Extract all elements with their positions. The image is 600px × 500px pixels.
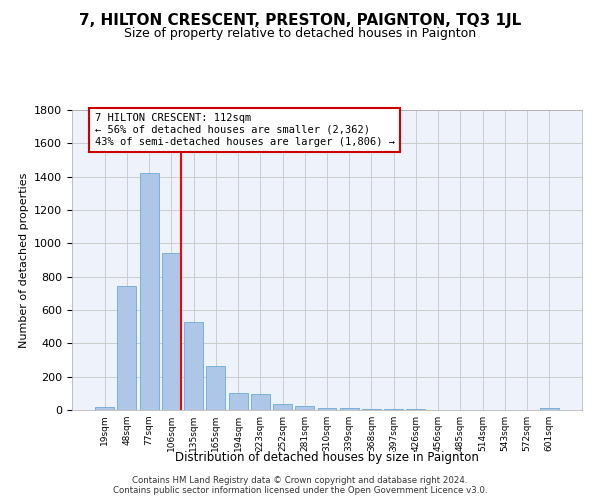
Bar	[251, 394, 270, 410]
Bar	[206, 366, 225, 410]
Bar	[273, 404, 292, 410]
Bar	[118, 286, 136, 410]
Bar	[229, 392, 248, 410]
Bar	[184, 322, 203, 410]
Y-axis label: Number of detached properties: Number of detached properties	[19, 172, 29, 348]
Text: Contains HM Land Registry data © Crown copyright and database right 2024.
Contai: Contains HM Land Registry data © Crown c…	[113, 476, 487, 495]
Bar	[95, 406, 114, 410]
Bar	[140, 174, 158, 410]
Text: Distribution of detached houses by size in Paignton: Distribution of detached houses by size …	[175, 451, 479, 464]
Bar	[317, 408, 337, 410]
Text: Size of property relative to detached houses in Paignton: Size of property relative to detached ho…	[124, 28, 476, 40]
Bar	[340, 408, 359, 410]
Bar	[362, 408, 381, 410]
Bar	[162, 254, 181, 410]
Bar	[406, 409, 425, 410]
Bar	[295, 406, 314, 410]
Text: 7 HILTON CRESCENT: 112sqm
← 56% of detached houses are smaller (2,362)
43% of se: 7 HILTON CRESCENT: 112sqm ← 56% of detac…	[95, 114, 395, 146]
Bar	[540, 408, 559, 410]
Bar	[384, 408, 403, 410]
Text: 7, HILTON CRESCENT, PRESTON, PAIGNTON, TQ3 1JL: 7, HILTON CRESCENT, PRESTON, PAIGNTON, T…	[79, 12, 521, 28]
